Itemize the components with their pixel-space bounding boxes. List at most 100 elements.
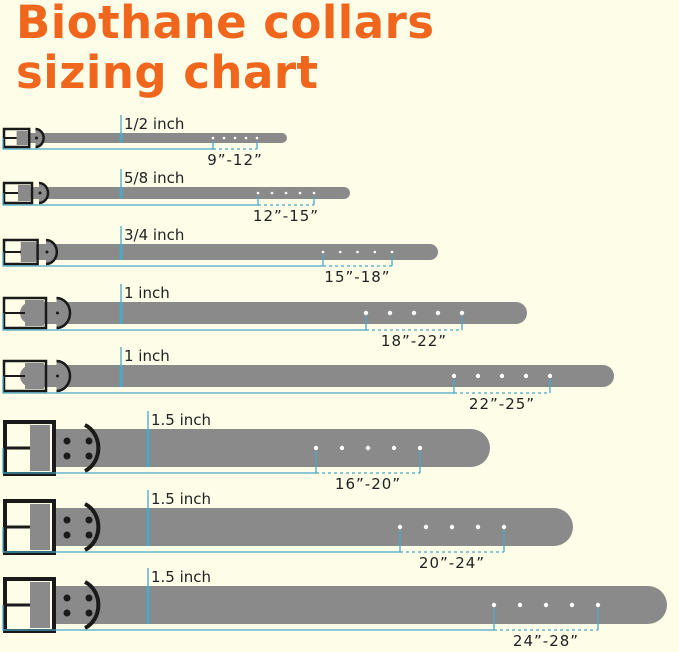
collar-hole [256,191,260,195]
collar-row: 1.5 inch 20”-24” [2,490,573,572]
collar-hole [501,524,507,530]
rivet-icon [85,594,93,602]
collar-strap [55,429,490,467]
width-marker [146,586,150,624]
collar-hole [255,136,259,140]
rivet-icon [63,437,71,445]
collar-row: 5/8 inch 12”-15” [2,169,350,225]
collar-hole [547,373,553,379]
length-bracket [2,193,259,206]
collar-hole [475,524,481,530]
collar-hole [491,602,497,608]
width-marker [119,187,123,199]
size-range-label: 24”-28” [513,632,579,650]
buckle-strap-loop [20,242,36,262]
collar-hole [451,373,457,379]
collar-strap [20,302,527,324]
collar-hole [387,310,393,316]
d-ring-icon [84,423,101,473]
collar-hole [270,191,274,195]
width-label: 1.5 inch [151,568,211,586]
size-range-label: 16”-20” [335,475,401,493]
width-label: 3/4 inch [124,226,184,244]
length-bracket [2,527,401,553]
buckle-strap-loop [30,504,50,550]
collar-hole [244,136,248,140]
rivet-icon [35,136,38,140]
collar-hole [417,445,423,451]
collar-strap [20,244,438,260]
rivet-icon [63,594,71,602]
collar-hole [423,524,429,530]
collar-hole [449,524,455,530]
rivet-icon [56,374,59,378]
length-bracket [2,313,367,331]
collar-hole [523,373,529,379]
size-range-label: 9”-12” [207,151,263,169]
collar-hole [284,191,288,195]
collar-hole [321,250,325,254]
collar-row: 3/4 inch 15”-18” [2,226,438,286]
collar-hole [365,445,371,451]
size-range-label: 12”-15” [253,207,319,225]
collar-hole [312,191,316,195]
width-label: 1.5 inch [151,411,211,429]
rivet-icon [63,452,71,460]
length-bracket [2,252,324,267]
d-ring-icon [84,580,101,630]
rivet-icon [85,437,93,445]
rivet-icon [38,191,42,195]
size-range-label: 18”-22” [381,332,447,350]
rivet-icon [56,311,59,315]
collar-hole [373,250,377,254]
collar-hole [397,524,403,530]
buckle-strap-loop [25,363,44,389]
buckle-strap-loop [18,185,31,201]
collar-strap [20,133,287,143]
width-marker [146,429,150,467]
length-bracket [2,138,214,150]
collar-hole [517,602,523,608]
rivet-icon [63,531,71,539]
collar-hole [435,310,441,316]
collar-hole [363,310,369,316]
rivet-icon [85,531,93,539]
collar-strap [20,365,614,387]
rivet-icon [63,516,71,524]
size-range-label: 15”-18” [324,268,390,286]
collar-hole [298,191,302,195]
title-line-1: Biothane collars [16,0,435,49]
collar-hole [233,136,237,140]
width-label: 1.5 inch [151,490,211,508]
width-label: 1/2 inch [124,115,184,133]
collar-row: 1.5 inch 16”-20” [2,411,490,493]
width-label: 1 inch [124,284,170,302]
collar-row: 1 inch 22”-25” [2,347,614,413]
size-range-label: 20”-24” [419,554,485,572]
collar-hole [569,602,575,608]
collar-hole [543,602,549,608]
width-marker [119,244,123,260]
rivet-icon [85,609,93,617]
width-marker [119,365,123,387]
collar-hole [211,136,215,140]
collar-hole [595,602,601,608]
collar-hole [391,445,397,451]
collar-hole [499,373,505,379]
buckle-strap-loop [30,582,50,628]
title-line-2: sizing chart [16,46,319,99]
d-ring-icon [56,359,72,393]
length-bracket [2,448,317,474]
width-label: 5/8 inch [124,169,184,187]
d-ring-icon [38,181,50,205]
rivet-icon [45,250,49,254]
d-ring-icon [84,502,101,552]
collar-hole [338,250,342,254]
buckle-strap-loop [16,131,28,145]
collar-row: 1/2 inch 9”-12” [2,115,287,169]
collar-strap [55,508,573,546]
d-ring-icon [56,296,72,330]
width-marker [119,133,123,143]
length-bracket [2,605,495,631]
